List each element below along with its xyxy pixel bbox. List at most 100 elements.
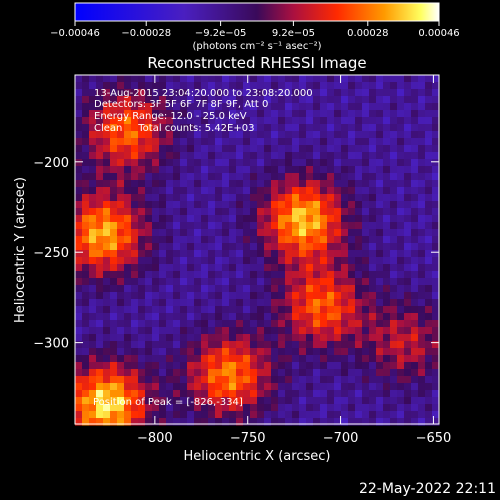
heatmap-cell — [236, 334, 244, 342]
heatmap-cell — [369, 89, 377, 97]
heatmap-cell — [285, 201, 293, 209]
heatmap-cell — [180, 187, 188, 195]
heatmap-cell — [432, 257, 440, 265]
heatmap-cell — [355, 320, 363, 328]
heatmap-cell — [341, 327, 349, 335]
heatmap-cell — [411, 313, 419, 321]
heatmap-cell — [334, 404, 342, 412]
heatmap-cell — [411, 152, 419, 160]
heatmap-cell — [180, 131, 188, 139]
heatmap-cell — [348, 180, 356, 188]
heatmap-cell — [411, 194, 419, 202]
heatmap-cell — [271, 397, 279, 405]
heatmap-cell — [208, 299, 216, 307]
heatmap-cell — [418, 355, 426, 363]
heatmap-cell — [320, 117, 328, 125]
heatmap-cell — [418, 96, 426, 104]
heatmap-cell — [411, 110, 419, 118]
heatmap-cell — [124, 222, 132, 230]
heatmap-cell — [313, 236, 321, 244]
heatmap-cell — [313, 96, 321, 104]
heatmap-cell — [425, 257, 433, 265]
heatmap-cell — [418, 334, 426, 342]
heatmap-cell — [180, 390, 188, 398]
heatmap-cell — [131, 173, 139, 181]
heatmap-cell — [313, 229, 321, 237]
heatmap-cell — [271, 320, 279, 328]
heatmap-cell — [369, 229, 377, 237]
heatmap-cell — [411, 159, 419, 167]
heatmap-cell — [208, 229, 216, 237]
heatmap-cell — [117, 152, 125, 160]
heatmap-cell — [390, 306, 398, 314]
heatmap-cell — [348, 187, 356, 195]
heatmap-cell — [103, 271, 111, 279]
heatmap-cell — [320, 313, 328, 321]
heatmap-cell — [313, 362, 321, 370]
heatmap-cell — [152, 404, 160, 412]
heatmap-cell — [376, 117, 384, 125]
heatmap-cell — [124, 201, 132, 209]
heatmap-cell — [348, 82, 356, 90]
heatmap-cell — [292, 187, 300, 195]
heatmap-cell — [243, 383, 251, 391]
heatmap-cell — [418, 180, 426, 188]
heatmap-cell — [383, 355, 391, 363]
heatmap-cell — [369, 348, 377, 356]
heatmap-cell — [327, 145, 335, 153]
heatmap-cell — [432, 236, 440, 244]
heatmap-cell — [222, 138, 230, 146]
heatmap-cell — [285, 348, 293, 356]
heatmap-cell — [222, 348, 230, 356]
heatmap-cell — [341, 180, 349, 188]
heatmap-cell — [250, 222, 258, 230]
heatmap-cell — [131, 215, 139, 223]
heatmap-cell — [369, 299, 377, 307]
heatmap-cell — [117, 383, 125, 391]
heatmap-cell — [159, 390, 167, 398]
heatmap-cell — [390, 250, 398, 258]
heatmap-cell — [194, 411, 202, 419]
heatmap-cell — [124, 166, 132, 174]
heatmap-cell — [82, 89, 90, 97]
heatmap-cell — [362, 180, 370, 188]
heatmap-cell — [397, 215, 405, 223]
heatmap-cell — [341, 334, 349, 342]
heatmap-cell — [306, 124, 314, 132]
heatmap-cell — [425, 376, 433, 384]
heatmap-cell — [131, 355, 139, 363]
heatmap-cell — [369, 145, 377, 153]
heatmap-cell — [103, 117, 111, 125]
heatmap-cell — [257, 264, 265, 272]
heatmap-cell — [299, 418, 307, 426]
heatmap-cell — [425, 327, 433, 335]
heatmap-cell — [432, 201, 440, 209]
heatmap-cell — [138, 222, 146, 230]
heatmap-cell — [278, 103, 286, 111]
heatmap-cell — [432, 299, 440, 307]
heatmap-cell — [313, 250, 321, 258]
heatmap-cell — [159, 376, 167, 384]
heatmap-cell — [383, 152, 391, 160]
heatmap-cell — [397, 376, 405, 384]
heatmap-cell — [299, 299, 307, 307]
heatmap-cell — [103, 103, 111, 111]
heatmap-cell — [355, 334, 363, 342]
heatmap-cell — [411, 180, 419, 188]
heatmap-cell — [411, 264, 419, 272]
heatmap-cell — [257, 159, 265, 167]
heatmap-cell — [82, 215, 90, 223]
heatmap-cell — [89, 215, 97, 223]
heatmap-cell — [222, 208, 230, 216]
heatmap-cell — [145, 285, 153, 293]
x-axis-label: Heliocentric X (arcsec) — [184, 449, 331, 464]
heatmap-cell — [348, 131, 356, 139]
heatmap-cell — [369, 96, 377, 104]
heatmap-cell — [131, 341, 139, 349]
heatmap-cell — [243, 96, 251, 104]
heatmap-cell — [124, 411, 132, 419]
heatmap-cell — [334, 117, 342, 125]
heatmap-cell — [243, 418, 251, 426]
heatmap-cell — [96, 131, 104, 139]
heatmap-cell — [208, 166, 216, 174]
